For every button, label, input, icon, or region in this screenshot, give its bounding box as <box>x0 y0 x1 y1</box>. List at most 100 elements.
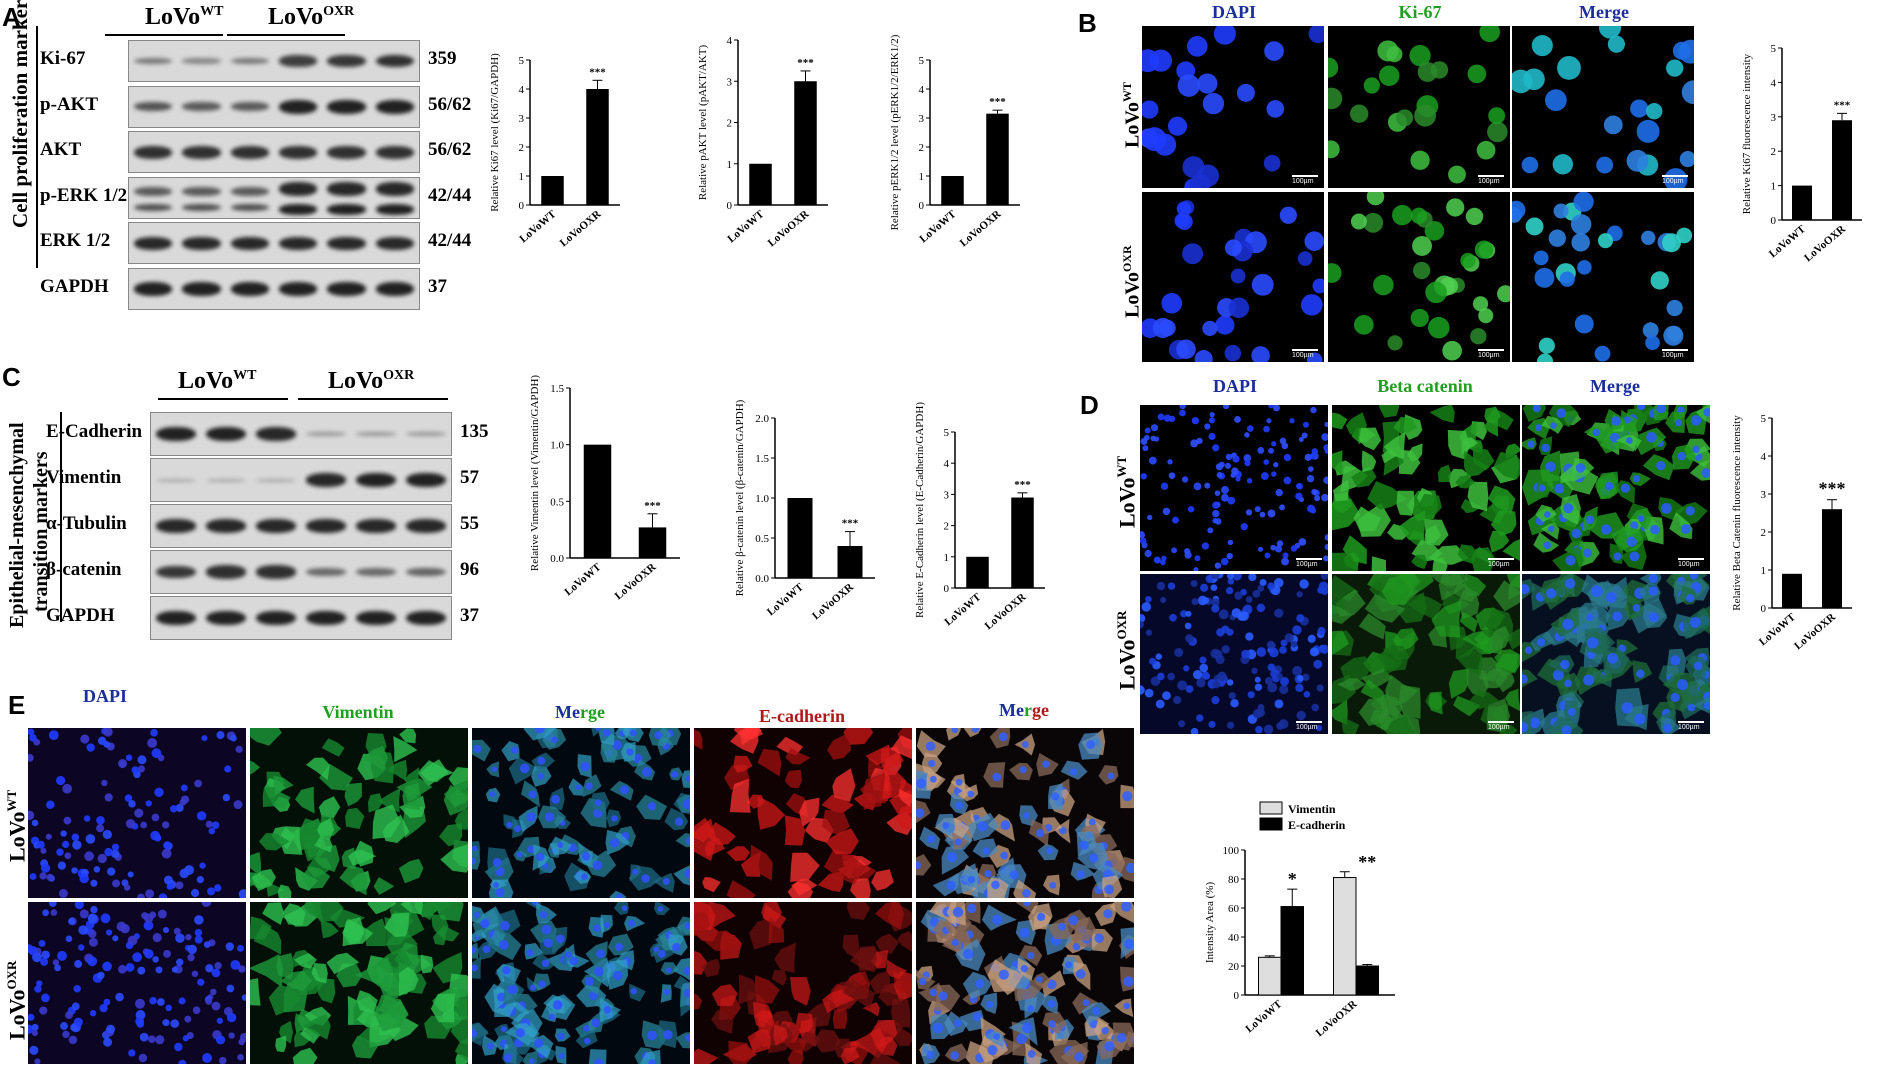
micrograph-image <box>1142 200 1324 362</box>
cell <box>218 1056 227 1064</box>
cell <box>1378 405 1400 418</box>
cell <box>154 834 162 842</box>
cell <box>1448 668 1469 699</box>
blot-kda: 56/62 <box>428 139 472 161</box>
micrograph-image <box>1332 574 1520 734</box>
cell-nucleus <box>1563 503 1574 514</box>
cell <box>1386 46 1403 63</box>
cell <box>1672 41 1691 60</box>
cell <box>1432 558 1448 571</box>
blot-band <box>278 145 318 159</box>
cell-nucleus <box>482 945 491 954</box>
x-tick-label: LoVoOXR <box>1792 610 1839 652</box>
cell <box>1411 554 1428 569</box>
cell <box>1180 610 1188 618</box>
cell <box>71 867 78 874</box>
cell <box>1273 462 1279 468</box>
cell <box>1378 65 1400 86</box>
blot-kda: 57 <box>460 467 479 488</box>
cell-nucleus <box>946 851 958 863</box>
cell <box>840 1047 860 1064</box>
blot-band <box>156 478 196 482</box>
micrograph <box>28 902 246 1064</box>
micrograph-image <box>1140 405 1328 571</box>
channel-header-e-merge-2: Merge <box>999 700 1049 720</box>
cell <box>1476 140 1496 160</box>
cell-nucleus <box>1522 674 1528 684</box>
bar <box>986 113 1009 205</box>
cell <box>857 945 877 972</box>
cell <box>179 868 190 879</box>
cell <box>1645 335 1660 351</box>
y-tick-label: 4 <box>944 458 950 470</box>
cell-nucleus <box>538 980 546 988</box>
cell-nucleus <box>1685 506 1695 516</box>
cell <box>1448 165 1466 184</box>
cell <box>1145 595 1152 603</box>
cell-nucleus <box>1663 723 1673 733</box>
cell-nucleus <box>1101 1027 1109 1035</box>
cell <box>194 935 203 944</box>
cell <box>1502 538 1520 562</box>
cell <box>211 821 220 829</box>
cell <box>1200 583 1209 592</box>
blot-label: Ki-67 <box>40 48 86 69</box>
cell-nucleus <box>1607 652 1619 664</box>
cell <box>165 1004 172 1012</box>
cell <box>1274 545 1283 553</box>
cell <box>1319 644 1328 654</box>
micrograph-image <box>1142 26 1324 188</box>
cell <box>262 902 285 925</box>
cell-nucleus <box>984 869 992 878</box>
side-bracket-a <box>36 26 38 268</box>
micrograph-image <box>694 728 912 898</box>
cell-nucleus <box>473 744 482 753</box>
cell <box>1289 418 1295 424</box>
cell <box>90 906 98 914</box>
cell <box>230 734 237 742</box>
cell <box>1267 663 1276 672</box>
cell <box>1245 632 1254 641</box>
blot-band <box>256 518 296 534</box>
cell <box>86 743 95 752</box>
y-axis-label: Relative Ki67 level (Ki67/GAPDH) <box>489 53 501 212</box>
cell <box>1275 488 1283 497</box>
cell <box>226 984 235 993</box>
cell <box>384 912 410 937</box>
y-tick-label: 2 <box>519 142 525 154</box>
cell <box>711 1009 734 1034</box>
blot-band <box>327 236 366 251</box>
cell <box>1570 214 1592 235</box>
cell <box>1320 574 1328 580</box>
cell <box>1202 597 1210 604</box>
cell <box>158 893 168 898</box>
cell <box>1185 610 1192 617</box>
cell <box>862 1002 880 1017</box>
cell-nucleus <box>516 851 523 858</box>
cell <box>1264 552 1271 559</box>
cell <box>1145 629 1153 636</box>
cell <box>773 1024 788 1046</box>
cell <box>1571 233 1590 252</box>
y-tick-label: 60 <box>1228 903 1240 915</box>
cell-nucleus <box>1648 586 1658 596</box>
blot-label: GAPDH <box>40 276 109 297</box>
blot-strip <box>150 504 452 548</box>
cell <box>259 833 290 851</box>
cell <box>151 748 162 759</box>
cell <box>1190 580 1198 588</box>
cell <box>228 1032 235 1039</box>
cell <box>1296 710 1306 721</box>
cell <box>1574 314 1594 334</box>
cell <box>1227 496 1236 505</box>
cell <box>1263 459 1270 465</box>
cell <box>1228 297 1250 318</box>
cell <box>145 889 155 898</box>
cell <box>1629 472 1651 487</box>
cell-nucleus <box>966 903 977 914</box>
cell <box>1144 434 1150 441</box>
cell <box>1328 263 1342 283</box>
cell <box>1155 699 1165 709</box>
y-tick-label: 1 <box>727 159 733 171</box>
y-tick-label: 3 <box>519 113 525 125</box>
